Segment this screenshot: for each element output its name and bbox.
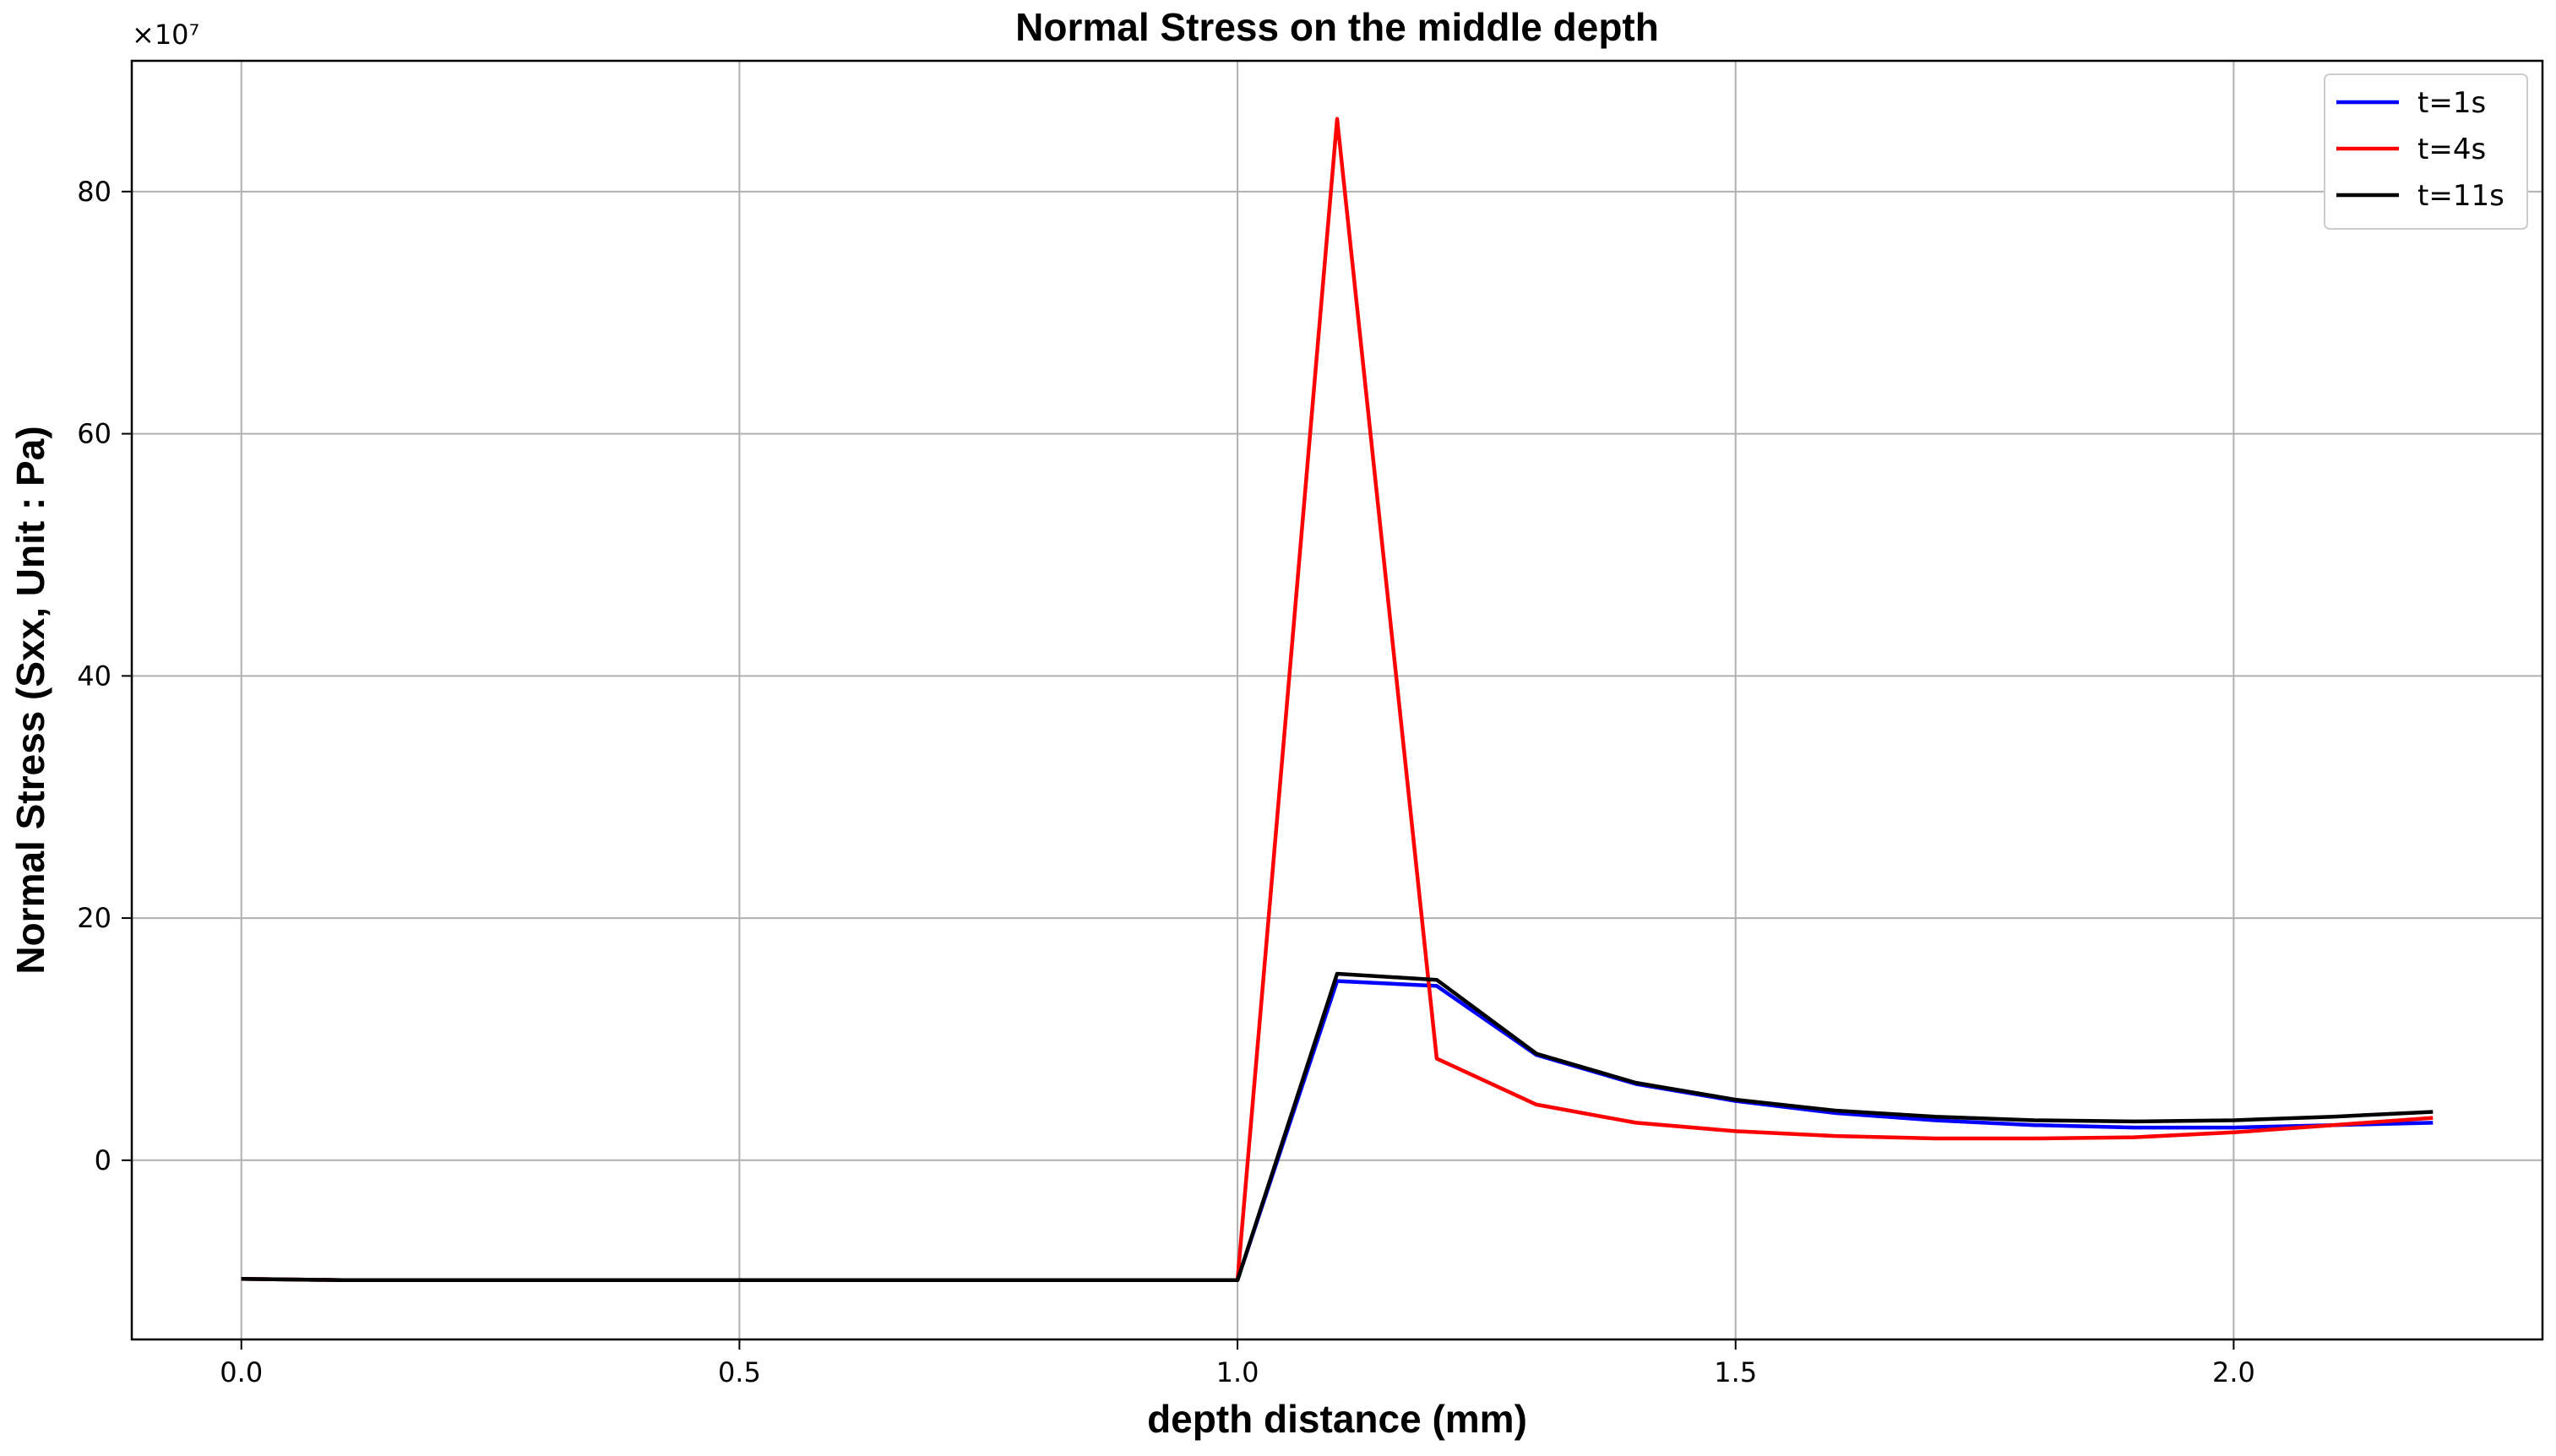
x-tick-label: 0.0 bbox=[220, 1356, 263, 1388]
legend-label: t=11s bbox=[2417, 179, 2504, 213]
legend-label: t=1s bbox=[2417, 86, 2486, 120]
series-layer bbox=[241, 117, 2434, 1282]
x-tick-label: 1.0 bbox=[1216, 1356, 1259, 1388]
legend: t=1s t=4s t=11s bbox=[2324, 73, 2528, 230]
y-multiplier-label: ×10⁷ bbox=[132, 19, 199, 51]
series-line-t=11s bbox=[241, 971, 2434, 1282]
chart-title: Normal Stress on the middle depth bbox=[1015, 5, 1659, 49]
y-tick-label: 20 bbox=[77, 902, 111, 934]
y-tick-label: 80 bbox=[77, 176, 111, 208]
y-tick-label: 0 bbox=[95, 1144, 111, 1176]
grid-layer bbox=[132, 61, 2542, 1339]
x-tick-label: 2.0 bbox=[2212, 1356, 2255, 1388]
x-tick-label: 1.5 bbox=[1714, 1356, 1757, 1388]
tick-layer: 0.0 0.5 1.0 1.5 2.0 0 20 40 60 80 bbox=[77, 176, 2255, 1388]
series-line-t=1s bbox=[241, 979, 2434, 1282]
legend-label: t=4s bbox=[2417, 133, 2486, 166]
series-line-t=4s bbox=[241, 117, 2434, 1282]
x-tick-label: 0.5 bbox=[718, 1356, 761, 1388]
x-axis-label: depth distance (mm) bbox=[1147, 1397, 1527, 1441]
legend-box bbox=[2324, 73, 2528, 230]
y-tick-label: 60 bbox=[77, 418, 111, 450]
plot-frame bbox=[130, 59, 2544, 1341]
y-axis-label: Normal Stress (Sxx, Unit : Pa) bbox=[8, 426, 52, 974]
y-tick-label: 40 bbox=[77, 660, 111, 692]
